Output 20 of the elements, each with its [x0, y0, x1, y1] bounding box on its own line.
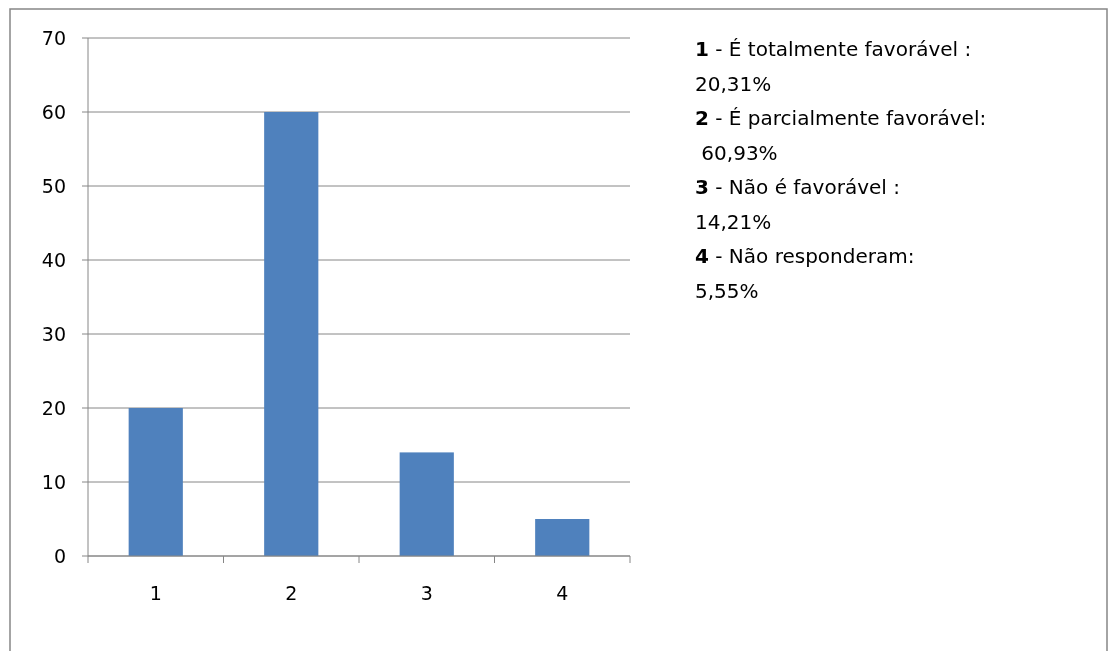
- y-tick-label: 70: [41, 26, 66, 49]
- text: 4 - Não responderam: 5,55%: [695, 244, 915, 303]
- y-tick-label: 20: [41, 396, 66, 419]
- bar: [128, 408, 183, 556]
- y-tick-label: 0: [53, 544, 66, 567]
- text: 2 - É parcialmente favorável: 60,93%: [695, 106, 987, 165]
- bar: [264, 112, 319, 556]
- text: 3 - Não é favorável : 14,21%: [695, 175, 900, 234]
- y-tick-label: 30: [41, 322, 66, 345]
- x-tick-label: 3: [420, 582, 433, 604]
- y-tick-label: 10: [41, 470, 66, 493]
- bar: [399, 452, 454, 556]
- y-tick-label: 60: [41, 100, 66, 123]
- bar: [535, 519, 590, 556]
- y-tick-label: 50: [41, 174, 66, 197]
- x-tick-label: 4: [556, 582, 569, 604]
- y-tick-label: 40: [41, 248, 66, 271]
- text: 1 - É totalmente favorável : 20,31%: [695, 37, 972, 96]
- x-tick-label: 2: [285, 582, 298, 604]
- x-tick-label: 1: [149, 582, 162, 604]
